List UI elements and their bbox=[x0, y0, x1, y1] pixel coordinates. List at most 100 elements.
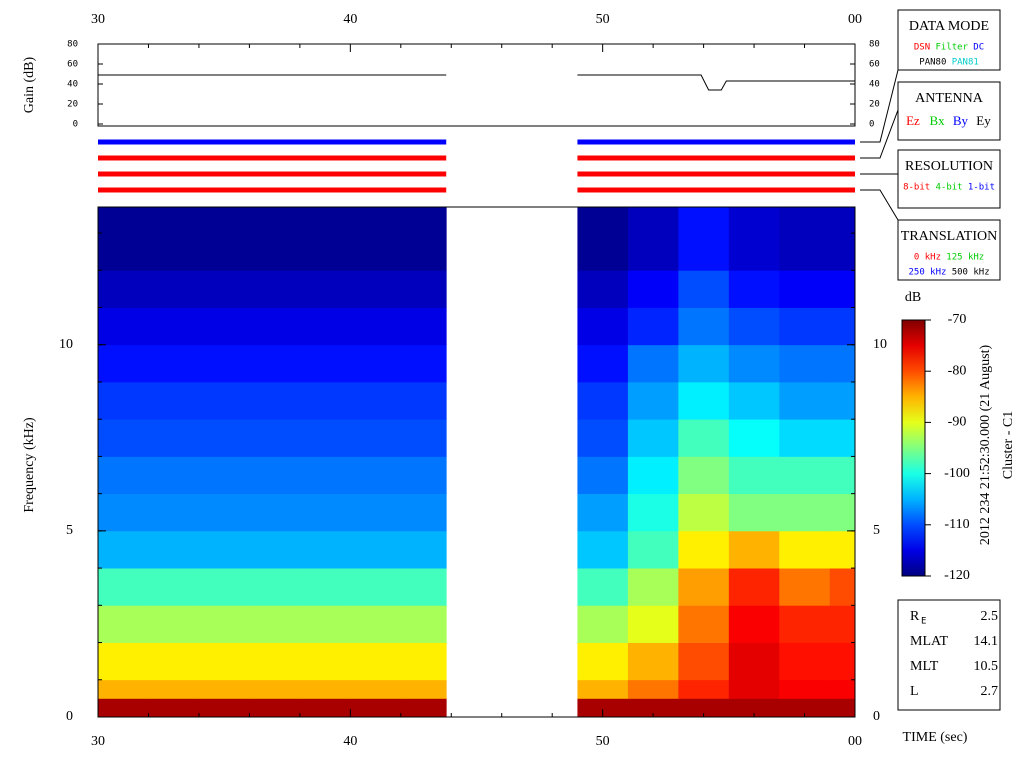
heatmap-cell bbox=[829, 270, 856, 308]
heatmap-cell bbox=[577, 530, 629, 569]
heatmap-cell bbox=[728, 207, 780, 271]
time-axis-label: TIME (sec) bbox=[903, 730, 968, 745]
heatmap-cell bbox=[198, 456, 250, 495]
heatmap-cell bbox=[627, 530, 679, 569]
heatmap-cell bbox=[198, 270, 250, 308]
heatmap-cell bbox=[678, 344, 730, 383]
heatmap-cell bbox=[299, 493, 351, 532]
heatmap-cell bbox=[577, 270, 629, 308]
heatmap-cell bbox=[400, 207, 447, 271]
heatmap-cell bbox=[678, 270, 730, 308]
panel-title: RESOLUTION bbox=[905, 159, 993, 174]
x-tick-label: 00 bbox=[848, 734, 862, 749]
heatmap-cell bbox=[627, 381, 679, 420]
y-tick-label: 80 bbox=[869, 40, 880, 50]
heatmap-cell bbox=[577, 456, 629, 495]
heatmap-cell bbox=[779, 207, 831, 271]
heatmap-cell bbox=[627, 419, 679, 457]
heatmap-cell bbox=[779, 493, 831, 532]
heatmap-cell bbox=[299, 605, 351, 643]
colorbar bbox=[901, 319, 926, 577]
heatmap-cell bbox=[249, 344, 301, 383]
heatmap-cell bbox=[829, 642, 856, 681]
heatmap-cell bbox=[577, 605, 629, 643]
heatmap-cell bbox=[249, 307, 301, 346]
heatmap-cell bbox=[98, 605, 149, 643]
gain-frame bbox=[97, 43, 856, 127]
status-bar bbox=[577, 171, 855, 177]
heatmap-cell bbox=[249, 568, 301, 606]
heatmap-cell bbox=[678, 568, 730, 606]
heatmap-cell bbox=[400, 456, 447, 495]
heatmap-cell bbox=[728, 307, 780, 346]
info-value: 2.5 bbox=[981, 609, 999, 624]
y-tick-label: 0 bbox=[66, 709, 73, 724]
heatmap-cell bbox=[98, 207, 149, 271]
status-bar bbox=[577, 155, 855, 161]
heatmap-cell bbox=[400, 679, 447, 699]
panel-title: TRANSLATION bbox=[901, 229, 997, 244]
panel-item: Ey bbox=[976, 113, 991, 128]
heatmap-cell bbox=[400, 642, 447, 681]
heatmap-cell bbox=[98, 568, 149, 606]
status-bar bbox=[98, 139, 447, 145]
heatmap-cell bbox=[148, 207, 200, 271]
heatmap-cell bbox=[678, 381, 730, 420]
heatmap-cell bbox=[98, 530, 149, 569]
heatmap-cell bbox=[829, 568, 856, 606]
heatmap-cell bbox=[577, 207, 629, 271]
heatmap-cell bbox=[249, 381, 301, 420]
y-tick-label: 10 bbox=[873, 337, 887, 352]
side-subtitle: Cluster - C1 bbox=[1001, 411, 1016, 479]
colorbar-tick-label: -110 bbox=[944, 517, 969, 532]
heatmap-cell bbox=[350, 456, 402, 495]
heatmap-cell bbox=[148, 344, 200, 383]
heatmap-cell bbox=[400, 381, 447, 420]
panel-item: 0 kHz bbox=[914, 253, 941, 263]
panel-title: ANTENNA bbox=[915, 91, 984, 106]
y-tick-label: 60 bbox=[67, 60, 78, 70]
heatmap-cell bbox=[728, 568, 780, 606]
x-tick-label: 40 bbox=[343, 12, 357, 27]
heatmap-cell bbox=[198, 568, 250, 606]
heatmap-cell bbox=[779, 530, 831, 569]
gain-axis-label: Gain (dB) bbox=[22, 56, 37, 113]
y-tick-label: 10 bbox=[59, 337, 73, 352]
heatmap-cell bbox=[148, 605, 200, 643]
y-tick-label: 0 bbox=[869, 120, 874, 130]
colorbar-tick-label: -120 bbox=[944, 568, 970, 583]
heatmap-cell bbox=[299, 642, 351, 681]
heatmap-cell bbox=[829, 456, 856, 495]
heatmap-cell bbox=[829, 698, 856, 718]
heatmap-cell bbox=[779, 270, 831, 308]
heatmap-cell bbox=[400, 698, 447, 718]
x-tick-label: 50 bbox=[596, 12, 610, 27]
heatmap-cell bbox=[779, 568, 831, 606]
heatmap-cell bbox=[148, 679, 200, 699]
heatmap-cell bbox=[678, 605, 730, 643]
heatmap-cell bbox=[400, 568, 447, 606]
heatmap-cell bbox=[678, 679, 730, 699]
heatmap-cell bbox=[299, 381, 351, 420]
panel-box bbox=[897, 149, 1001, 209]
panel-box bbox=[897, 219, 1001, 281]
heatmap-cell bbox=[148, 419, 200, 457]
x-tick-label: 50 bbox=[596, 734, 610, 749]
info-label-sub: E bbox=[921, 617, 926, 627]
heatmap-cell bbox=[148, 307, 200, 346]
heatmap-cell bbox=[400, 530, 447, 569]
heatmap-cell bbox=[829, 381, 856, 420]
heatmap-cell bbox=[627, 270, 679, 308]
panel-item: Filter bbox=[936, 43, 969, 53]
heatmap-cell bbox=[198, 605, 250, 643]
heatmap-cell bbox=[350, 344, 402, 383]
heatmap-cell bbox=[148, 642, 200, 681]
info-label: MLAT bbox=[910, 634, 949, 649]
heatmap-cell bbox=[299, 207, 351, 271]
heatmap-cell bbox=[98, 270, 149, 308]
heatmap-cell bbox=[249, 207, 301, 271]
heatmap-cell bbox=[249, 698, 301, 718]
heatmap-cell bbox=[350, 207, 402, 271]
info-label: L bbox=[910, 684, 919, 699]
panel-box bbox=[897, 81, 1001, 141]
